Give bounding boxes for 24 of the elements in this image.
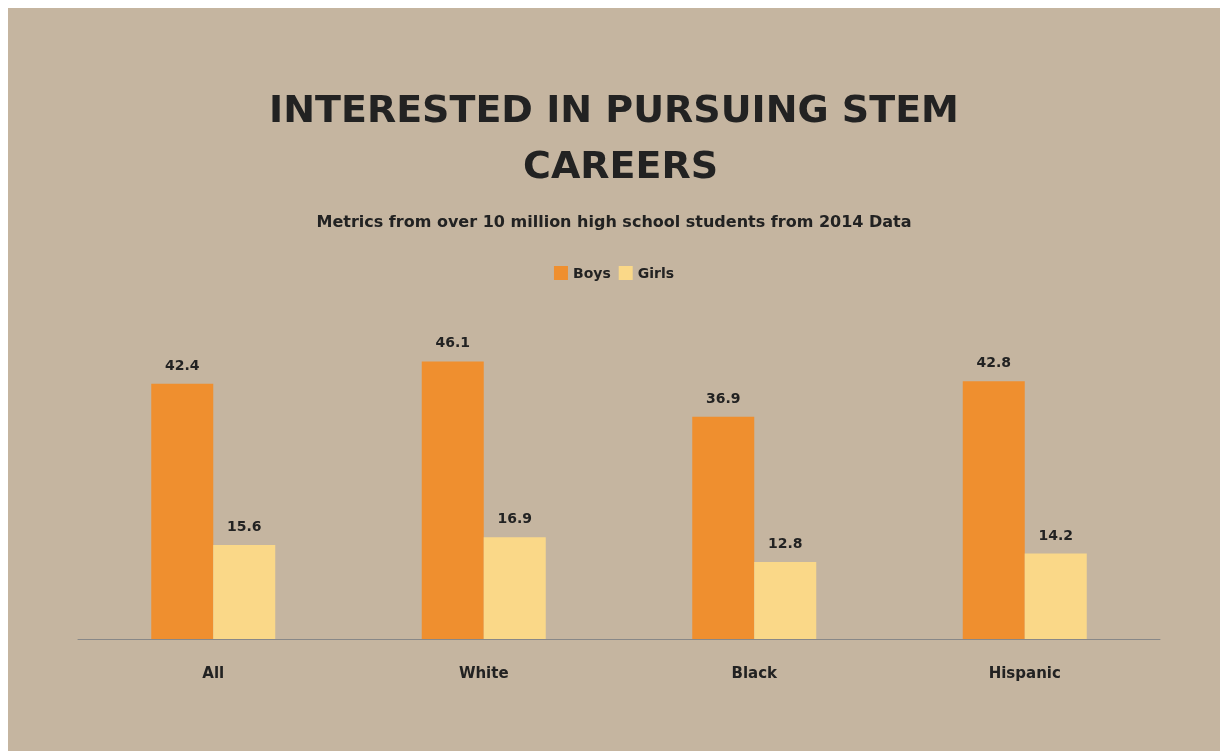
x-tick-label: Black bbox=[731, 663, 779, 682]
bar bbox=[962, 381, 1025, 639]
data-label: 16.9 bbox=[497, 510, 533, 527]
bar bbox=[151, 383, 214, 639]
x-tick-label: Hispanic bbox=[988, 663, 1061, 682]
data-label: 46.1 bbox=[435, 334, 471, 351]
data-label: 12.8 bbox=[767, 534, 803, 551]
bar bbox=[483, 537, 546, 639]
data-label: 42.4 bbox=[164, 356, 200, 373]
data-label: 15.6 bbox=[226, 518, 262, 535]
legend-label: Girls bbox=[637, 265, 675, 281]
bar bbox=[692, 416, 755, 639]
bar bbox=[421, 361, 484, 639]
x-tick-label: All bbox=[202, 663, 225, 682]
chart-subtitle: Metrics from over 10 million high school students from 2014 Data bbox=[316, 211, 912, 231]
chart-title: INTERESTED IN PURSUING STEM CAREERS bbox=[269, 87, 959, 187]
bar bbox=[1024, 553, 1087, 639]
data-label: 14.2 bbox=[1038, 526, 1074, 543]
data-label: 36.9 bbox=[705, 389, 741, 406]
bar bbox=[213, 545, 276, 639]
x-tick-label: White bbox=[458, 663, 509, 682]
bar bbox=[754, 561, 817, 639]
data-label: 42.8 bbox=[976, 354, 1012, 371]
legend-label: Boys bbox=[572, 265, 611, 281]
